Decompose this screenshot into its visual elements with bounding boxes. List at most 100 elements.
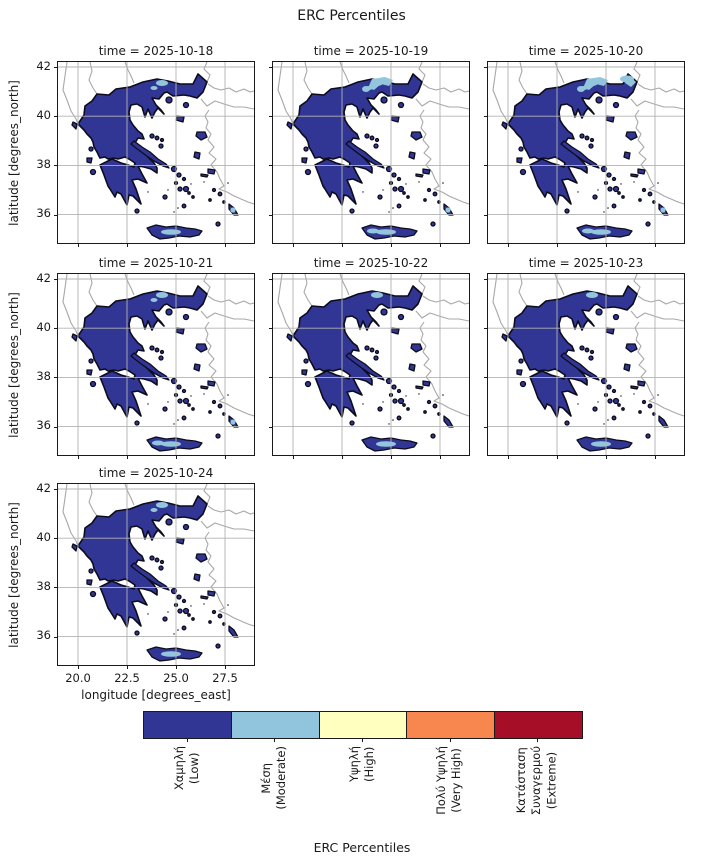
- x-tick-mark: [127, 455, 128, 459]
- subplot: time = 2025-10-23: [484, 256, 685, 459]
- gridlines: [488, 62, 684, 243]
- colorbar-tick-labels: Χαμηλή (Low) Μέση (Moderate) Υψηλή (High) Π…: [143, 746, 581, 838]
- x-tick-mark: [557, 455, 558, 459]
- y-tick-mark: [484, 116, 488, 117]
- subplot-title: time = 2025-10-24: [98, 466, 214, 480]
- y-tick-label: 38: [36, 579, 51, 593]
- x-tick-mark: [225, 665, 226, 669]
- y-tick-mark: [54, 67, 58, 68]
- x-tick-mark: [342, 455, 343, 459]
- greece-map: [488, 274, 684, 455]
- x-tick-mark: [293, 243, 294, 247]
- colorbar-tick-mark: [537, 738, 539, 742]
- subplot-title: time = 2025-10-22: [313, 256, 429, 270]
- greece-map: [58, 62, 254, 243]
- y-tick-mark: [269, 377, 273, 378]
- y-tick-mark: [54, 587, 58, 588]
- moderate-class-patches: [362, 77, 451, 235]
- y-axis-label: latitude [degrees_north]: [7, 501, 21, 648]
- subplot-slot: time = 2025-10-24: [7, 466, 255, 702]
- subplot-title: time = 2025-10-18: [98, 44, 214, 58]
- subplot-slot: time = 2025-10-22: [269, 256, 470, 459]
- colorbar-label-cell: Πολύ Υψηλή (Very High): [406, 746, 494, 838]
- y-tick-mark: [484, 215, 488, 216]
- x-tick-mark: [225, 243, 226, 247]
- colorbar-tick-mark: [362, 738, 363, 742]
- y-tick-mark: [54, 637, 58, 638]
- y-tick-mark: [54, 279, 58, 280]
- y-tick-mark: [484, 279, 488, 280]
- y-tick-mark: [269, 328, 273, 329]
- y-tick-label: 40: [36, 320, 51, 334]
- y-tick-mark: [269, 116, 273, 117]
- x-tick-mark: [606, 455, 607, 459]
- x-tick-mark: [391, 455, 392, 459]
- subplot: time = 2025-10-21: [7, 256, 255, 459]
- y-tick-mark: [54, 377, 58, 378]
- figure-title: ERC Percentiles: [297, 8, 406, 24]
- colorbar-label-cell: Υψηλή (High): [318, 746, 406, 838]
- x-tick-label: 27.5: [212, 671, 238, 685]
- greece-map: [58, 484, 254, 665]
- subplot: time = 2025-10-20: [484, 44, 685, 247]
- gridlines: [58, 62, 254, 243]
- x-tick-mark: [342, 243, 343, 247]
- y-tick-mark: [484, 427, 488, 428]
- colorbar-class-label: Πολύ Υψηλή (Very High): [434, 746, 464, 815]
- x-tick-mark: [176, 665, 177, 669]
- colorbar-tick-mark: [186, 738, 188, 742]
- colorbar-segment-2: [318, 712, 407, 738]
- y-tick-mark: [54, 328, 58, 329]
- colorbar-axis-label: ERC Percentiles: [313, 840, 411, 855]
- greece-map: [58, 274, 254, 455]
- colorbar-segment-0: [144, 712, 231, 738]
- y-tick-mark: [269, 165, 273, 166]
- x-tick-mark: [78, 243, 79, 247]
- x-tick-label: 25.0: [163, 671, 189, 685]
- subplot-slot: time = 2025-10-23: [484, 256, 685, 459]
- subplot-title: time = 2025-10-20: [528, 44, 644, 58]
- y-tick-label: 38: [36, 369, 51, 383]
- gridlines: [58, 274, 254, 455]
- y-tick-mark: [269, 67, 273, 68]
- y-tick-mark: [484, 377, 488, 378]
- y-tick-label: 38: [36, 157, 51, 171]
- x-tick-label: 22.5: [114, 671, 140, 685]
- colorbar-tick-mark: [274, 738, 276, 742]
- subplot-title: time = 2025-10-19: [313, 44, 429, 58]
- x-tick-mark: [78, 455, 79, 459]
- colorbar-label-cell: Χαμηλή (Low): [143, 746, 231, 838]
- y-tick-mark: [54, 489, 58, 490]
- y-tick-mark: [269, 215, 273, 216]
- subplot-slot: time = 2025-10-19: [269, 44, 470, 247]
- subplot-title: time = 2025-10-23: [528, 256, 644, 270]
- colorbar-class-label: Κατάσταση Συναγερμού (Extreme): [514, 746, 559, 816]
- colorbar-ticks: [143, 738, 581, 743]
- x-tick-mark: [127, 665, 128, 669]
- colorbar-segment-3: [406, 712, 495, 738]
- colorbar: [143, 711, 583, 739]
- y-tick-mark: [54, 165, 58, 166]
- colorbar-class-label: Υψηλή (High): [346, 746, 376, 782]
- x-tick-mark: [176, 455, 177, 459]
- y-tick-label: 36: [36, 206, 51, 220]
- y-tick-label: 42: [36, 271, 51, 285]
- colorbar-label-cell: Μέση (Moderate): [231, 746, 319, 838]
- greece-map: [273, 62, 469, 243]
- x-tick-mark: [508, 455, 509, 459]
- x-tick-mark: [508, 243, 509, 247]
- subplot-title: time = 2025-10-21: [98, 256, 214, 270]
- y-tick-mark: [54, 116, 58, 117]
- colorbar-class-label: Μέση (Moderate): [259, 746, 289, 810]
- y-tick-mark: [484, 328, 488, 329]
- subplot-slot: time = 2025-10-18: [7, 44, 255, 247]
- y-tick-mark: [54, 538, 58, 539]
- gridlines: [273, 62, 469, 243]
- x-tick-mark: [293, 455, 294, 459]
- x-tick-mark: [127, 243, 128, 247]
- y-axis-label: latitude [degrees_north]: [7, 79, 21, 226]
- x-tick-mark: [655, 243, 656, 247]
- y-tick-label: 42: [36, 481, 51, 495]
- x-tick-mark: [606, 243, 607, 247]
